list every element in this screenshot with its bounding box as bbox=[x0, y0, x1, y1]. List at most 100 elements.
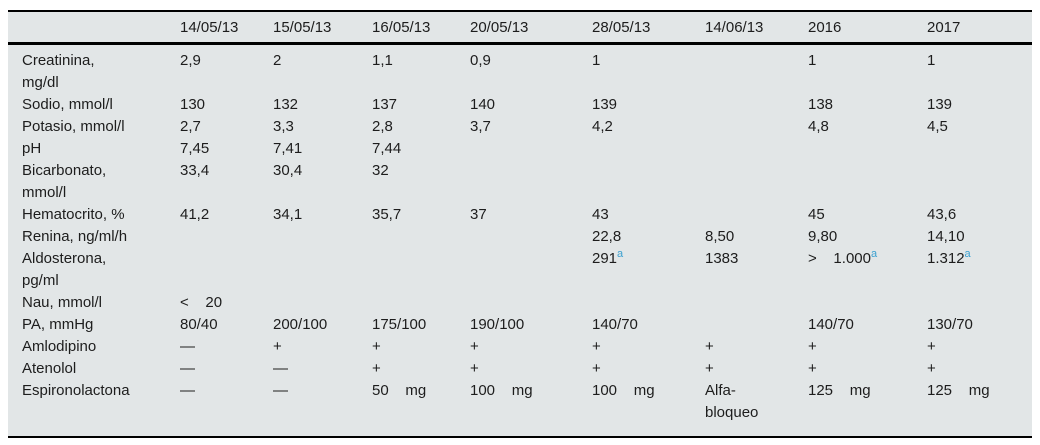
table-row: Amlodipino — + + + + + + + bbox=[8, 336, 1032, 358]
value-cell bbox=[705, 116, 808, 138]
value-cell: 1 bbox=[927, 52, 936, 69]
value-cell: 9,80 bbox=[808, 228, 838, 245]
value-cell bbox=[273, 292, 372, 314]
header-cell-empty bbox=[8, 11, 180, 45]
value-cell: 7,44 bbox=[372, 140, 402, 157]
row-label: Potasio, mmol/l bbox=[22, 118, 125, 135]
value-cell: 14,10 bbox=[927, 228, 965, 245]
value-cell bbox=[470, 160, 592, 204]
value-cell bbox=[592, 292, 705, 314]
value-cell: 4,5 bbox=[927, 118, 948, 135]
value-cell: 0,9 bbox=[470, 52, 491, 69]
value-cell: + bbox=[927, 338, 936, 355]
value-cell: 139 bbox=[592, 96, 618, 113]
paper-table-figure: 14/05/13 15/05/13 16/05/13 20/05/13 28/05/13… bbox=[8, 10, 1032, 438]
value-cell: + bbox=[273, 338, 282, 355]
table-row: Nau, mmol/l < 20 bbox=[8, 292, 1032, 314]
value-cell: 35,7 bbox=[372, 206, 402, 223]
table-row: pH 7,45 7,41 7,44 bbox=[8, 138, 1032, 160]
value-cell: > 1.000a bbox=[808, 248, 878, 268]
value-cell: 41,2 bbox=[180, 206, 210, 223]
lab-results-table: 14/05/13 15/05/13 16/05/13 20/05/13 28/05/13… bbox=[8, 10, 1032, 438]
value-cell: 80/40 bbox=[180, 316, 218, 333]
value-cell: — bbox=[273, 360, 288, 377]
value-cell: 37 bbox=[470, 206, 487, 223]
header-cell-date: 15/05/13 bbox=[273, 11, 372, 45]
value-cell: 130/70 bbox=[927, 316, 973, 333]
value-cell: 2,7 bbox=[180, 118, 201, 135]
table-row: Atenolol — — + + + + + + bbox=[8, 358, 1032, 380]
value-cell: 138 bbox=[808, 96, 834, 113]
row-label: Atenolol bbox=[22, 360, 77, 377]
value-cell: 8,50 bbox=[705, 228, 735, 245]
value-cell bbox=[705, 138, 808, 160]
header-cell-date: 14/05/13 bbox=[180, 11, 273, 45]
value-cell: 200/100 bbox=[273, 316, 328, 333]
value-cell: Alfa- bloqueo bbox=[705, 382, 759, 421]
table-row: Renina, ng/ml/h 22,8 8,50 9,80 14,10 bbox=[8, 226, 1032, 248]
value-cell: 3,3 bbox=[273, 118, 294, 135]
value-cell: + bbox=[592, 360, 601, 377]
value-cell: + bbox=[808, 338, 817, 355]
value-cell bbox=[927, 138, 1032, 160]
value-cell: 100 mg bbox=[592, 382, 655, 399]
value-cell: 7,45 bbox=[180, 140, 210, 157]
value-cell: 132 bbox=[273, 96, 299, 113]
value-cell: 1 bbox=[808, 52, 817, 69]
footnote-marker: a bbox=[617, 248, 624, 260]
value-cell: — bbox=[180, 338, 195, 355]
row-label: Amlodipino bbox=[22, 338, 97, 355]
row-label: Hematocrito, % bbox=[22, 206, 125, 223]
row-label: Renina, ng/ml/h bbox=[22, 228, 128, 245]
value-cell: 125 mg bbox=[927, 382, 990, 399]
value-cell bbox=[372, 248, 470, 292]
value-cell: 2,8 bbox=[372, 118, 393, 135]
header-cell-date: 14/06/13 bbox=[705, 11, 808, 45]
value-cell: 2,9 bbox=[180, 52, 201, 69]
table-row: Aldosterona, pg/ml 291a 1383 > 1.000a 1.312a bbox=[8, 248, 1032, 292]
value-cell bbox=[927, 160, 1032, 204]
value-cell: 50 mg bbox=[372, 382, 427, 399]
value-cell: + bbox=[592, 338, 601, 355]
value-cell: 2 bbox=[273, 52, 282, 69]
row-label: Sodio, mmol/l bbox=[22, 96, 113, 113]
value-cell: — bbox=[180, 360, 195, 377]
value-cell: 1.312a bbox=[927, 248, 971, 268]
value-cell: 130 bbox=[180, 96, 206, 113]
value-cell: + bbox=[808, 360, 817, 377]
value-cell bbox=[705, 292, 808, 314]
value-cell bbox=[808, 138, 927, 160]
value-cell: 43,6 bbox=[927, 206, 957, 223]
value-cell bbox=[808, 292, 927, 314]
value-cell: 190/100 bbox=[470, 316, 525, 333]
value-cell: 33,4 bbox=[180, 162, 210, 179]
value-cell bbox=[273, 248, 372, 292]
value-cell bbox=[705, 314, 808, 336]
value-cell bbox=[372, 226, 470, 248]
value-cell: 140 bbox=[470, 96, 496, 113]
value-cell: 3,7 bbox=[470, 118, 491, 135]
value-cell bbox=[592, 138, 705, 160]
table-row: Espironolactona — — 50 mg 100 mg 100 mg Alfa- … bbox=[8, 380, 1032, 437]
row-label: Bicarbonato, mmol/l bbox=[22, 162, 107, 201]
value-cell: + bbox=[705, 360, 714, 377]
row-label: Creatinina, mg/dl bbox=[22, 52, 95, 91]
value-cell: 30,4 bbox=[273, 162, 303, 179]
value-cell: 22,8 bbox=[592, 228, 622, 245]
value-cell: 140/70 bbox=[592, 316, 638, 333]
value-cell: 45 bbox=[808, 206, 825, 223]
table-row: Sodio, mmol/l 130 132 137 140 139 138 139 bbox=[8, 94, 1032, 116]
value-cell bbox=[927, 292, 1032, 314]
value-cell: — bbox=[180, 382, 195, 399]
value-cell bbox=[180, 226, 273, 248]
value-cell bbox=[470, 138, 592, 160]
header-cell-date: 2016 bbox=[808, 11, 927, 45]
value-cell bbox=[470, 292, 592, 314]
value-cell: 125 mg bbox=[808, 382, 871, 399]
value-cell: 4,8 bbox=[808, 118, 829, 135]
value-cell: + bbox=[705, 338, 714, 355]
value-cell: 1383 bbox=[705, 250, 739, 267]
value-cell: + bbox=[372, 360, 381, 377]
header-cell-date: 16/05/13 bbox=[372, 11, 470, 45]
value-cell bbox=[180, 248, 273, 292]
